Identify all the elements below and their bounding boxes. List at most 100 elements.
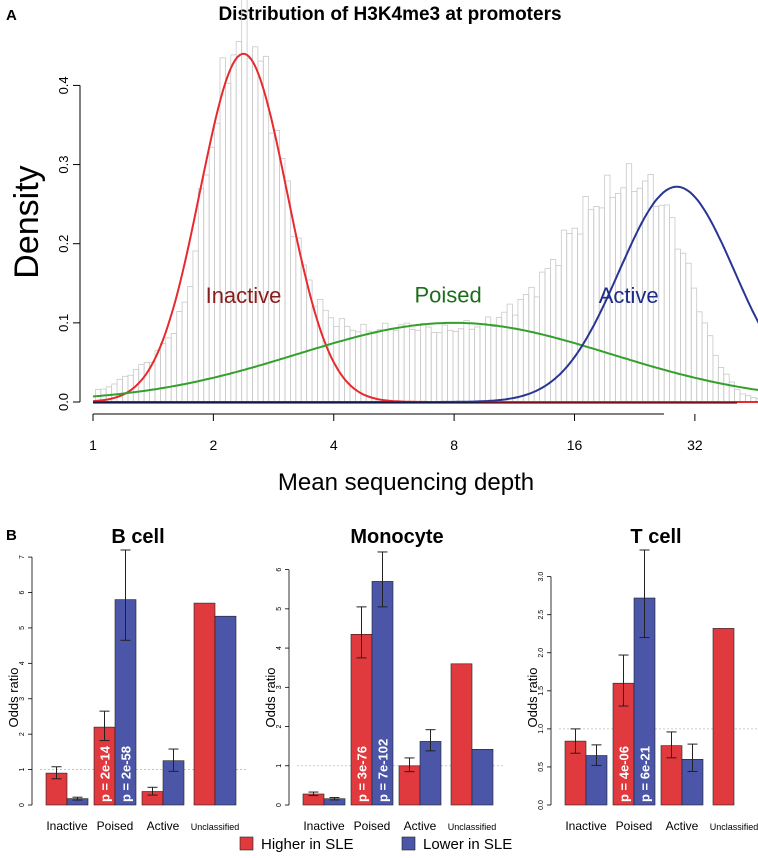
category-label: Unclassified (448, 822, 497, 832)
histogram-bar (224, 82, 232, 403)
histogram-bar (506, 303, 513, 403)
histogram-bar (571, 227, 578, 403)
y-tick-label: 3.0 (538, 572, 545, 582)
y-tick-label: 6 (276, 568, 283, 572)
y-axis-label: Odds ratio (525, 668, 540, 728)
curve-label-poised: Poised (414, 282, 481, 307)
histogram-bar (344, 325, 351, 403)
bar-unclassified-lower (471, 748, 494, 806)
category-label: Inactive (303, 819, 345, 833)
y-tick-label: 1.0 (538, 724, 545, 734)
histogram-bar (712, 354, 719, 403)
x-tick-label: 2 (209, 437, 217, 453)
curve-label-inactive: Inactive (206, 283, 282, 308)
histogram-bar (241, 0, 248, 403)
legend: Higher in SLE Lower in SLE (239, 836, 512, 853)
bar-chart-title: Monocyte (350, 526, 443, 548)
histogram-bar (116, 378, 123, 403)
histogram-bar (436, 332, 443, 403)
panel-b-label: B (6, 527, 17, 544)
y-tick-label: 1 (19, 768, 26, 772)
y-tick-label: 3 (19, 697, 26, 701)
category-label: Unclassified (191, 822, 240, 832)
histogram-bar (566, 233, 573, 403)
histogram-bar (425, 326, 432, 403)
density-y-axis-label: Density (8, 165, 46, 278)
y-axis-label: Odds ratio (263, 668, 278, 728)
histogram-bar (295, 237, 302, 403)
curve-label-active: Active (599, 283, 659, 308)
histogram-bar (300, 264, 308, 403)
histogram-bar (755, 398, 758, 403)
histogram-bar (577, 233, 584, 403)
histogram-bar (376, 329, 383, 403)
histogram-bar (707, 335, 714, 403)
histogram-bar (690, 287, 698, 403)
histogram-bar (219, 57, 226, 403)
y-tick-label: 1.5 (538, 686, 545, 696)
x-tick-label: 1 (89, 437, 97, 453)
p-value-label: p = 2e-14 (98, 745, 113, 802)
histogram-bar (387, 328, 394, 403)
category-label: Active (666, 819, 699, 833)
histogram-bar (663, 204, 671, 403)
y-tick-label: 5 (19, 626, 26, 630)
histogram-bar (257, 60, 264, 403)
histogram-bar (338, 318, 346, 403)
histogram-bar (723, 373, 730, 403)
histogram-bar (479, 323, 486, 403)
category-label: Poised (354, 819, 391, 833)
histogram-bar (392, 330, 400, 403)
histogram-bar (582, 196, 589, 403)
histogram-bar (365, 330, 373, 403)
y-tick-label: 0.5 (538, 762, 545, 772)
histogram-bar (457, 328, 465, 403)
bar-unclassified-higher (450, 663, 473, 806)
x-tick-label: 32 (687, 437, 703, 453)
histogram-bar (484, 316, 492, 403)
p-value-label: p = 4e-06 (617, 746, 632, 802)
histogram (95, 0, 758, 403)
category-label: Active (404, 819, 437, 833)
histogram-bar (230, 54, 237, 403)
histogram-bar (246, 58, 253, 403)
density-panel: Distribution of H3K4me3 at promoters Den… (8, 0, 758, 496)
p-value-label: p = 2e-58 (119, 746, 134, 802)
y-tick-label: 2.0 (538, 648, 545, 658)
bar-unclassified-higher (193, 602, 216, 806)
histogram-bar (658, 204, 665, 403)
y-tick-label: 0 (276, 803, 283, 807)
odds-ratio-panel: B cell Odds ratio 0 1 2 3 4 5 6 7 Inactive Poised Ac… (6, 526, 758, 833)
histogram-bar (197, 188, 205, 403)
category-label: Inactive (565, 819, 607, 833)
x-tick-label: 8 (450, 437, 458, 453)
histogram-bar (419, 323, 427, 403)
panel-a-label: A (6, 7, 17, 24)
histogram-bar (187, 286, 194, 403)
histogram-bar (181, 301, 188, 403)
y-tick-label: 7 (19, 555, 26, 559)
histogram-bar (349, 329, 356, 403)
y-tick-label: 0.0 (56, 393, 71, 411)
x-tick-label: 4 (330, 437, 338, 453)
y-tick-label: 2.5 (538, 610, 545, 620)
histogram-bar (517, 298, 524, 403)
y-tick-label: 4 (276, 646, 283, 650)
histogram-bar (409, 329, 416, 403)
density-x-axis-label: Mean sequencing depth (278, 469, 534, 496)
histogram-bar (176, 311, 183, 403)
bar-unclassified-lower (214, 615, 237, 806)
histogram-bar (539, 271, 546, 403)
p-value-label: p = 7e-102 (376, 739, 391, 802)
histogram-bar (452, 331, 459, 403)
bar-chart-b-cell: B cell Odds ratio 0 1 2 3 4 5 6 7 Inactive Poised Ac… (6, 526, 246, 833)
histogram-bar (192, 250, 199, 403)
y-tick-label: 0.4 (56, 76, 71, 94)
category-label: Inactive (46, 819, 88, 833)
histogram-bar (734, 388, 741, 403)
histogram-bar (463, 320, 470, 403)
legend-label: Lower in SLE (423, 836, 512, 853)
histogram-bar (279, 158, 286, 403)
density-chart-title: Distribution of H3K4me3 at promoters (218, 4, 561, 25)
